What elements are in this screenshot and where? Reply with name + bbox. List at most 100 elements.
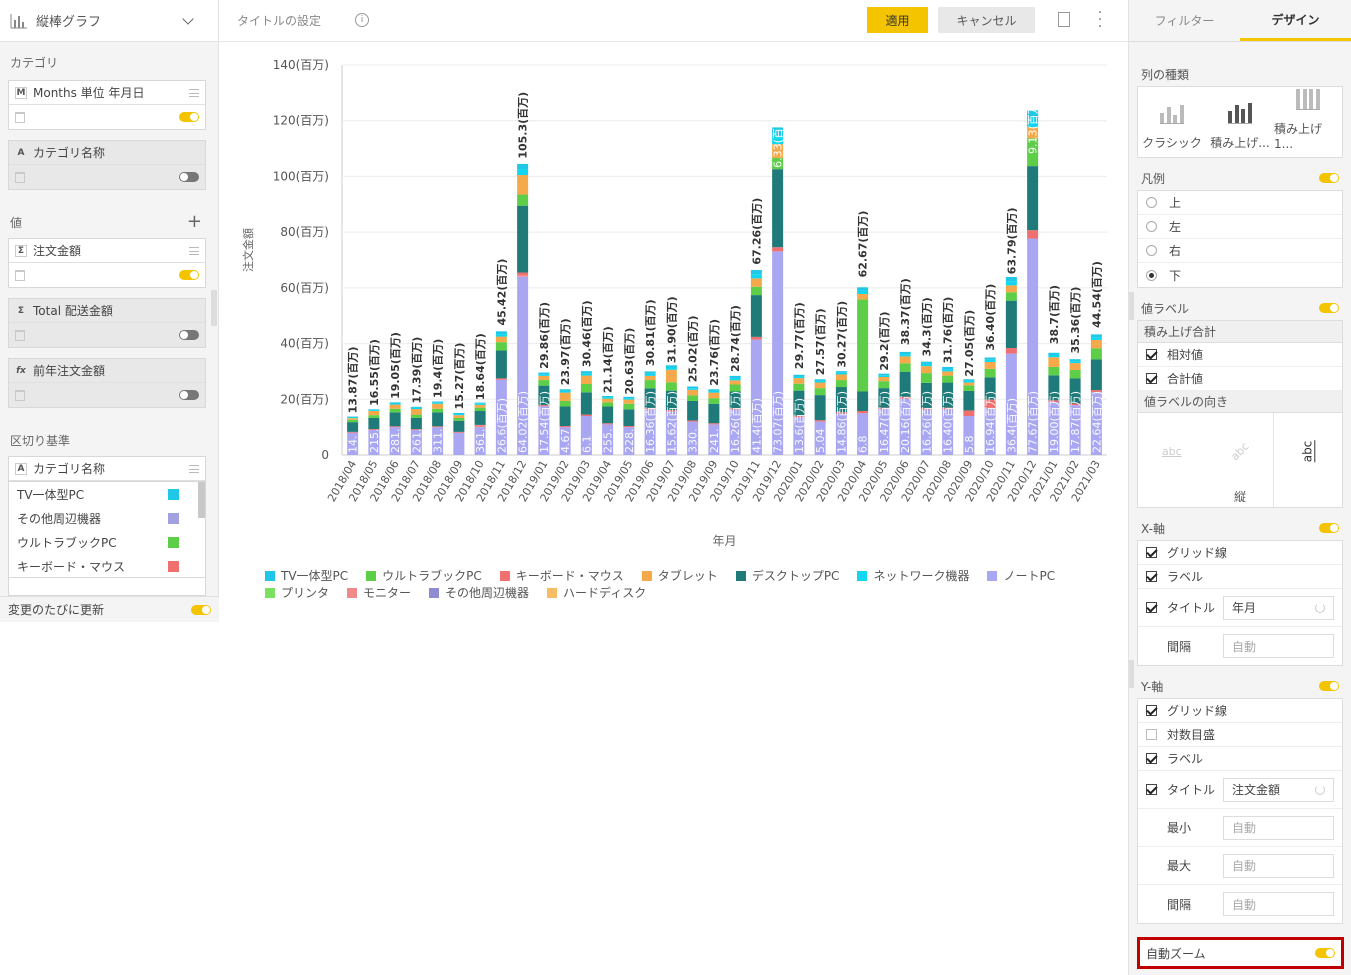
bar-segment[interactable]	[899, 396, 911, 399]
bar-segment[interactable]	[1005, 300, 1017, 349]
bar-segment[interactable]	[559, 400, 571, 407]
bar-segment[interactable]	[495, 331, 507, 335]
bar-segment[interactable]	[899, 363, 911, 372]
bar-segment[interactable]	[729, 384, 741, 392]
drag-handle-icon[interactable]	[189, 464, 199, 473]
bar-segment[interactable]	[665, 367, 677, 370]
value-field-toggle[interactable]	[179, 390, 199, 400]
value-field-order-amount[interactable]: Σ 注文金額	[8, 238, 206, 288]
bar-segment[interactable]	[432, 401, 444, 403]
bar-segment[interactable]	[644, 373, 656, 376]
legend-item[interactable]: タブレット	[641, 567, 718, 584]
bar-segment[interactable]	[1048, 352, 1060, 355]
relative-value-checkbox[interactable]	[1146, 349, 1157, 360]
bar-segment[interactable]	[1090, 390, 1102, 393]
trash-icon[interactable]	[15, 329, 25, 341]
bar-segment[interactable]	[602, 406, 614, 424]
bar-segment[interactable]	[963, 410, 975, 416]
legend-item[interactable]: ネットワーク機器	[857, 567, 969, 584]
bar-segment[interactable]	[793, 374, 805, 377]
bar-segment[interactable]	[517, 163, 529, 170]
x-label-checkbox[interactable]	[1146, 571, 1157, 582]
bar-segment[interactable]	[389, 404, 401, 409]
bar-segment[interactable]	[920, 382, 932, 408]
bar-segment[interactable]	[453, 417, 465, 421]
trash-icon[interactable]	[15, 111, 25, 123]
bar-segment[interactable]	[857, 391, 869, 411]
bar-segment[interactable]	[623, 399, 635, 404]
bar-segment[interactable]	[750, 339, 762, 455]
bar-segment[interactable]	[602, 424, 614, 455]
bar-segment[interactable]	[793, 376, 805, 379]
bar-segment[interactable]	[814, 388, 826, 396]
bar-segment[interactable]	[899, 398, 911, 455]
bar-segment[interactable]	[963, 385, 975, 391]
bar-segment[interactable]	[1048, 357, 1060, 367]
bar-segment[interactable]	[538, 406, 550, 455]
bar-segment[interactable]	[580, 373, 592, 376]
value-field-toggle[interactable]	[179, 330, 199, 340]
direction-vertical[interactable]: abc	[1273, 413, 1342, 507]
bar-segment[interactable]	[878, 375, 890, 377]
bar-segment[interactable]	[687, 386, 699, 389]
bar-segment[interactable]	[623, 409, 635, 427]
bar-segment[interactable]	[1048, 375, 1060, 401]
bar-segment[interactable]	[559, 390, 571, 393]
y-label-row[interactable]: ラベル	[1138, 747, 1342, 771]
bar-segment[interactable]	[1069, 405, 1081, 455]
bar-segment[interactable]	[1090, 348, 1102, 360]
bar-segment[interactable]	[708, 390, 720, 393]
left-splitter-handle[interactable]	[211, 290, 217, 326]
bar-segment[interactable]	[602, 402, 614, 407]
bar-segment[interactable]	[963, 382, 975, 386]
bar-segment[interactable]	[1005, 353, 1017, 455]
bar-segment[interactable]	[1069, 378, 1081, 404]
bar-segment[interactable]	[410, 417, 422, 430]
value-label-toggle[interactable]	[1319, 303, 1339, 313]
legend-item[interactable]: その他周辺機器	[429, 584, 529, 601]
bar-segment[interactable]	[389, 412, 401, 427]
legend-position-top[interactable]: 上	[1138, 191, 1342, 215]
bar-segment[interactable]	[474, 404, 486, 408]
bar-segment[interactable]	[1090, 359, 1102, 391]
scrollbar-thumb[interactable]	[198, 482, 205, 518]
bar-segment[interactable]	[687, 395, 699, 401]
radio-top[interactable]	[1146, 197, 1157, 208]
bar-segment[interactable]	[495, 350, 507, 379]
legend-toggle[interactable]	[1319, 173, 1339, 183]
bar-segment[interactable]	[410, 429, 422, 430]
bar-segment[interactable]	[920, 407, 932, 410]
bar-segment[interactable]	[729, 408, 741, 410]
bar-segment[interactable]	[432, 427, 444, 455]
drag-handle-icon[interactable]	[189, 246, 199, 255]
bar-segment[interactable]	[368, 429, 380, 430]
x-grid-checkbox[interactable]	[1146, 547, 1157, 558]
bar-segment[interactable]	[517, 175, 529, 195]
export-icon[interactable]	[1058, 12, 1070, 27]
breakdown-item[interactable]: キーボード・マウス	[9, 554, 205, 577]
bar-segment[interactable]	[772, 247, 784, 252]
relative-value-row[interactable]: 相対値	[1138, 343, 1342, 367]
bar-segment[interactable]	[750, 295, 762, 337]
bar-segment[interactable]	[432, 408, 444, 413]
bar-segment[interactable]	[814, 379, 826, 381]
bar-segment[interactable]	[474, 424, 486, 426]
bar-segment[interactable]	[495, 336, 507, 343]
x-label-row[interactable]: ラベル	[1138, 565, 1342, 589]
y-title-input[interactable]: 注文金額	[1223, 777, 1334, 802]
bar-segment[interactable]	[750, 270, 762, 275]
bar-segment[interactable]	[602, 423, 614, 425]
bar-segment[interactable]	[835, 387, 847, 413]
bar-segment[interactable]	[665, 369, 677, 383]
legend-item[interactable]: キーボード・マウス	[499, 567, 624, 584]
bar-segment[interactable]	[793, 383, 805, 391]
bar-segment[interactable]	[750, 336, 762, 340]
y-grid-checkbox[interactable]	[1146, 705, 1157, 716]
bar-segment[interactable]	[453, 415, 465, 418]
bar-segment[interactable]	[814, 421, 826, 455]
tab-design[interactable]: デザイン	[1240, 0, 1351, 41]
bar-segment[interactable]	[644, 409, 656, 455]
bar-segment[interactable]	[580, 414, 592, 416]
bar-segment[interactable]	[580, 371, 592, 374]
bar-segment[interactable]	[1005, 285, 1017, 293]
